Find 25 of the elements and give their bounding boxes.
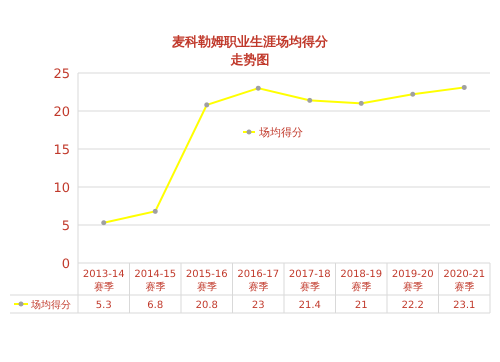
data-label: 5.3 [96,300,112,311]
y-tick-label: 15 [53,143,70,158]
x-tick-label: 2014-15 赛季 [134,269,176,293]
data-label: 21.4 [298,300,321,311]
x-tick-label: 2020-21 赛季 [443,269,486,293]
data-label: 6.8 [147,300,164,311]
y-tick-label: 20 [53,105,70,120]
data-label: 23 [252,300,265,311]
x-tick-label: 2017-18 赛季 [288,269,331,293]
data-label: 22.2 [402,300,424,311]
y-tick-label: 25 [53,67,70,82]
chart-title: 麦科勒姆职业生涯场均得分走势图 [171,35,329,68]
y-tick-label: 5 [62,219,70,234]
y-tick-label: 10 [53,181,70,196]
data-label: 21 [354,300,368,311]
x-tick-label: 2015-16 赛季 [186,269,228,293]
x-tick-label: 2016-17 赛季 [237,269,280,293]
data-label: 20.8 [196,300,218,311]
x-tick-label: 2018-19 赛季 [340,269,382,293]
text: 场均得分 [31,300,71,311]
x-tick-label: 2013-14 赛季 [82,269,125,293]
legend-label: 场均得分 [258,126,303,139]
y-tick-label: 0 [62,257,70,272]
x-tick-label: 2019-20 赛季 [392,269,434,293]
data-label: 23.1 [453,300,476,311]
